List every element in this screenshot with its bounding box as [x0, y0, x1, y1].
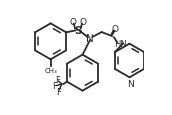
Text: F: F [52, 82, 57, 90]
Text: S: S [74, 26, 82, 36]
Text: N: N [127, 79, 133, 88]
Text: HN: HN [114, 39, 127, 48]
Text: F: F [56, 87, 61, 96]
Text: O: O [79, 18, 86, 27]
Text: O: O [70, 18, 77, 27]
Text: F: F [55, 76, 60, 85]
Text: N: N [86, 34, 94, 43]
Text: O: O [112, 25, 119, 34]
Text: CH₃: CH₃ [44, 67, 57, 73]
